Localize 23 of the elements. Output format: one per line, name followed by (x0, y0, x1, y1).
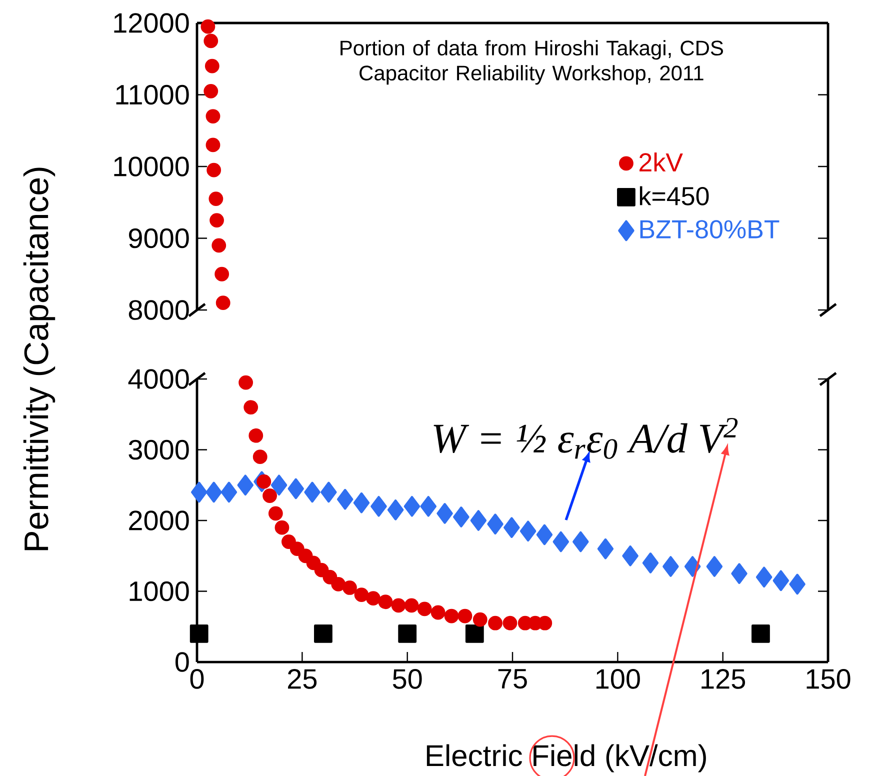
legend-label: BZT-80%BT (640, 220, 780, 238)
y-tick-label: 1000 (130, 581, 189, 602)
x-tick-label: 0 (190, 669, 204, 689)
y-tick-label: 12000 (114, 13, 189, 33)
annotation: W = ½ ε$_{r}$ε$_{0}$ A/d V$^{2}$ (434, 418, 738, 459)
x-tick-label: 100 (596, 669, 640, 689)
legend-label: 2kV (640, 152, 683, 172)
y-tick-label: 11000 (116, 84, 189, 105)
y-tick-label: 0 (175, 652, 189, 672)
x-tick-label: 150 (806, 669, 850, 689)
annotation: Portion of data from Hiroshi Takagi, CDS Capacitor Reliability Workshop, 2011 (340, 40, 723, 85)
y-axis-title: Permittivity (Capacitance) (23, 168, 56, 550)
legend-label: k=450 (640, 186, 709, 206)
x-tick-label: 50 (392, 669, 422, 689)
y-tick-label: 2000 (129, 510, 189, 530)
y-tick-label: 4000 (128, 369, 189, 389)
y-tick-label: 9000 (128, 228, 189, 248)
y-tick-label: 10000 (114, 156, 189, 176)
x-tick-label: 125 (702, 669, 746, 689)
x-tick-label: 25 (288, 669, 317, 689)
y-tick-label: 8000 (128, 300, 189, 320)
x-tick-label: 75 (498, 669, 527, 689)
y-tick-label: 3000 (128, 440, 189, 460)
